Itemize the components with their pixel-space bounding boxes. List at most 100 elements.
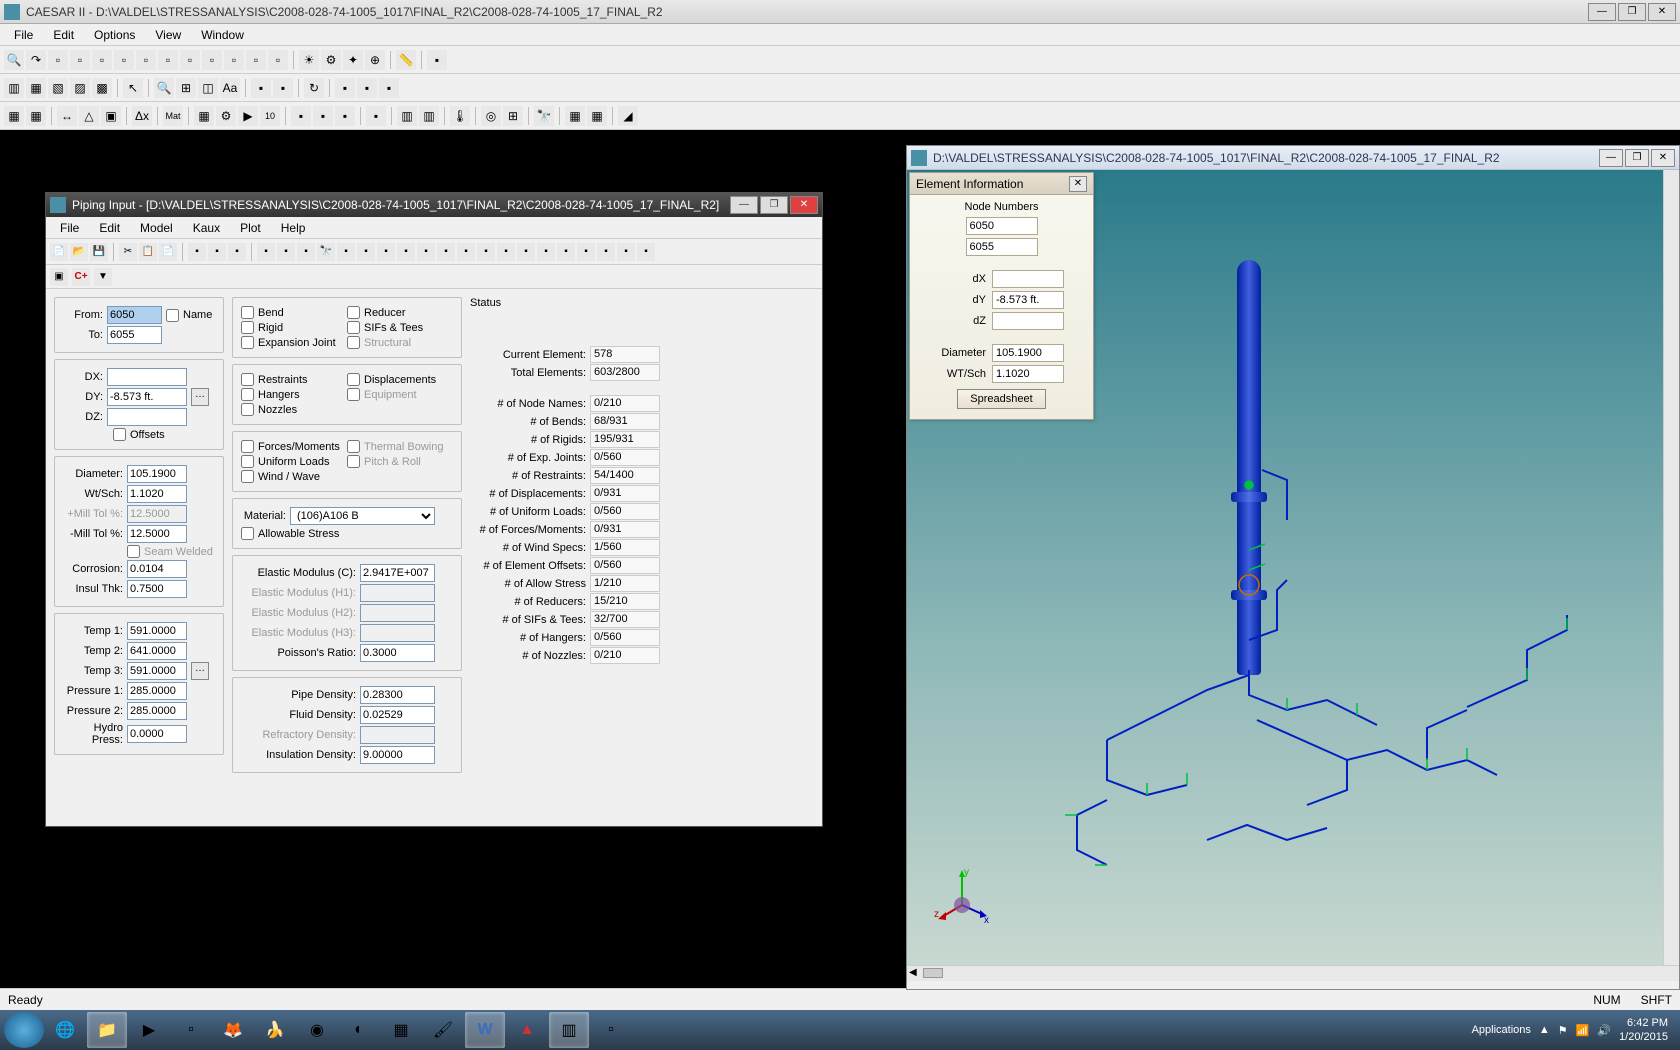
tool-icon[interactable]: ▪ [617,243,635,261]
tool-icon[interactable]: ▪ [537,243,555,261]
tool-icon[interactable]: ▫ [92,50,112,70]
piping-menu-help[interactable]: Help [271,219,316,237]
tool-icon[interactable]: ▫ [70,50,90,70]
mode-icon[interactable]: ▧ [48,78,68,98]
tool-icon[interactable]: ▪ [277,243,295,261]
tray-flag-icon[interactable]: ⚑ [1558,1024,1568,1037]
menu-window[interactable]: Window [191,26,254,44]
p2-input[interactable] [127,702,187,720]
tool-icon[interactable]: ▪ [577,243,595,261]
tool-icon[interactable]: ▪ [477,243,495,261]
tool-icon[interactable]: ▪ [313,106,333,126]
tool-icon[interactable]: ⊕ [365,50,385,70]
tool-icon[interactable]: ▫ [202,50,222,70]
restraints-checkbox[interactable] [241,373,254,386]
mode-icon[interactable]: ▨ [70,78,90,98]
equip-checkbox[interactable] [347,388,360,401]
insul-input[interactable] [127,580,187,598]
task-app[interactable]: 🖌 [423,1012,463,1048]
tool-icon[interactable]: ▥ [397,106,417,126]
refresh-icon[interactable]: ↻ [304,78,324,98]
tool-icon[interactable]: ▪ [366,106,386,126]
emc-input[interactable] [360,564,435,582]
tool-icon[interactable]: ▪ [379,78,399,98]
p1-input[interactable] [127,682,187,700]
new-icon[interactable]: 📄 [50,243,68,261]
tool-icon[interactable]: ▪ [208,243,226,261]
piping-close-button[interactable]: ✕ [790,196,818,214]
corrosion-input[interactable] [127,560,187,578]
tool-icon[interactable]: ▫ [268,50,288,70]
disp-checkbox[interactable] [347,373,360,386]
tool-icon[interactable]: ▫ [114,50,134,70]
tool-icon[interactable]: ▦ [26,106,46,126]
thermometer-icon[interactable]: 🌡 [450,106,470,126]
tool-icon[interactable]: △ [79,106,99,126]
dx-input[interactable] [107,368,187,386]
reducer-checkbox[interactable] [347,306,360,319]
tool-icon[interactable]: ▪ [273,78,293,98]
task-caesar[interactable]: ▥ [549,1012,589,1048]
piping-maximize-button[interactable]: ❐ [760,196,788,214]
offsets-checkbox[interactable] [113,428,126,441]
wtsch-input[interactable] [127,485,187,503]
main-close-button[interactable]: ✕ [1648,3,1676,21]
hangers-checkbox[interactable] [241,388,254,401]
mtol-input[interactable] [127,525,187,543]
exp-checkbox[interactable] [241,336,254,349]
tool-icon[interactable]: ▪ [297,243,315,261]
tool-icon[interactable]: ▪ [357,78,377,98]
tool-icon[interactable]: ▦ [4,106,24,126]
gear-icon[interactable]: ⚙ [216,106,236,126]
dy-more-button[interactable]: … [191,388,209,406]
tool-icon[interactable]: ↔ [57,106,77,126]
view-scrollbar-h[interactable]: ◀ [907,965,1679,981]
view-minimize-button[interactable]: — [1599,149,1623,167]
tool-icon[interactable]: ▪ [251,78,271,98]
view-scrollbar-v[interactable] [1663,170,1679,973]
ei-dx-input[interactable] [992,270,1064,288]
dy-input[interactable] [107,388,187,406]
tool-icon[interactable]: 10 [260,106,280,126]
forces-checkbox[interactable] [241,440,254,453]
tool-icon[interactable]: ▪ [228,243,246,261]
cut-icon[interactable]: ✂ [119,243,137,261]
pipedens-input[interactable] [360,686,435,704]
tool-icon[interactable]: ▪ [557,243,575,261]
ei-dz-input[interactable] [992,312,1064,330]
tray-sound-icon[interactable]: 🔊 [1597,1024,1611,1037]
tool-icon[interactable]: ⊞ [503,106,523,126]
tool-icon[interactable]: ▣ [50,268,68,286]
tool-icon[interactable]: ▪ [457,243,475,261]
tool-icon[interactable]: ▪ [291,106,311,126]
cube-icon[interactable]: ◫ [198,78,218,98]
rigid-checkbox[interactable] [241,321,254,334]
tool-icon[interactable]: Mat [163,106,183,126]
fluiddens-input[interactable] [360,706,435,724]
tool-icon[interactable]: ▣ [101,106,121,126]
piping-menu-file[interactable]: File [50,219,89,237]
tool-icon[interactable]: ◢ [618,106,638,126]
thermal-checkbox[interactable] [347,440,360,453]
tray-chevron-icon[interactable]: ▲ [1539,1024,1550,1036]
mode-icon[interactable]: ▥ [4,78,24,98]
nozzles-checkbox[interactable] [241,403,254,416]
tool-icon[interactable]: ▫ [224,50,244,70]
save-icon[interactable]: 💾 [90,243,108,261]
task-ie[interactable]: 🌐 [45,1012,85,1048]
piping-menu-edit[interactable]: Edit [89,219,130,237]
task-app[interactable]: ▫ [591,1012,631,1048]
task-word[interactable]: W [465,1012,505,1048]
tool-icon[interactable]: ▦ [194,106,214,126]
binoculars-icon[interactable]: 🔭 [534,106,554,126]
main-maximize-button[interactable]: ❐ [1618,3,1646,21]
hp-input[interactable] [127,725,187,743]
start-button[interactable] [4,1012,44,1048]
task-pdf[interactable]: ▲ [507,1012,547,1048]
ei-dy-input[interactable] [992,291,1064,309]
tool-icon[interactable]: ▦ [565,106,585,126]
grid-icon[interactable]: ⊞ [176,78,196,98]
task-app[interactable]: ◉ [297,1012,337,1048]
main-minimize-button[interactable]: — [1588,3,1616,21]
spreadsheet-button[interactable]: Spreadsheet [957,389,1045,409]
